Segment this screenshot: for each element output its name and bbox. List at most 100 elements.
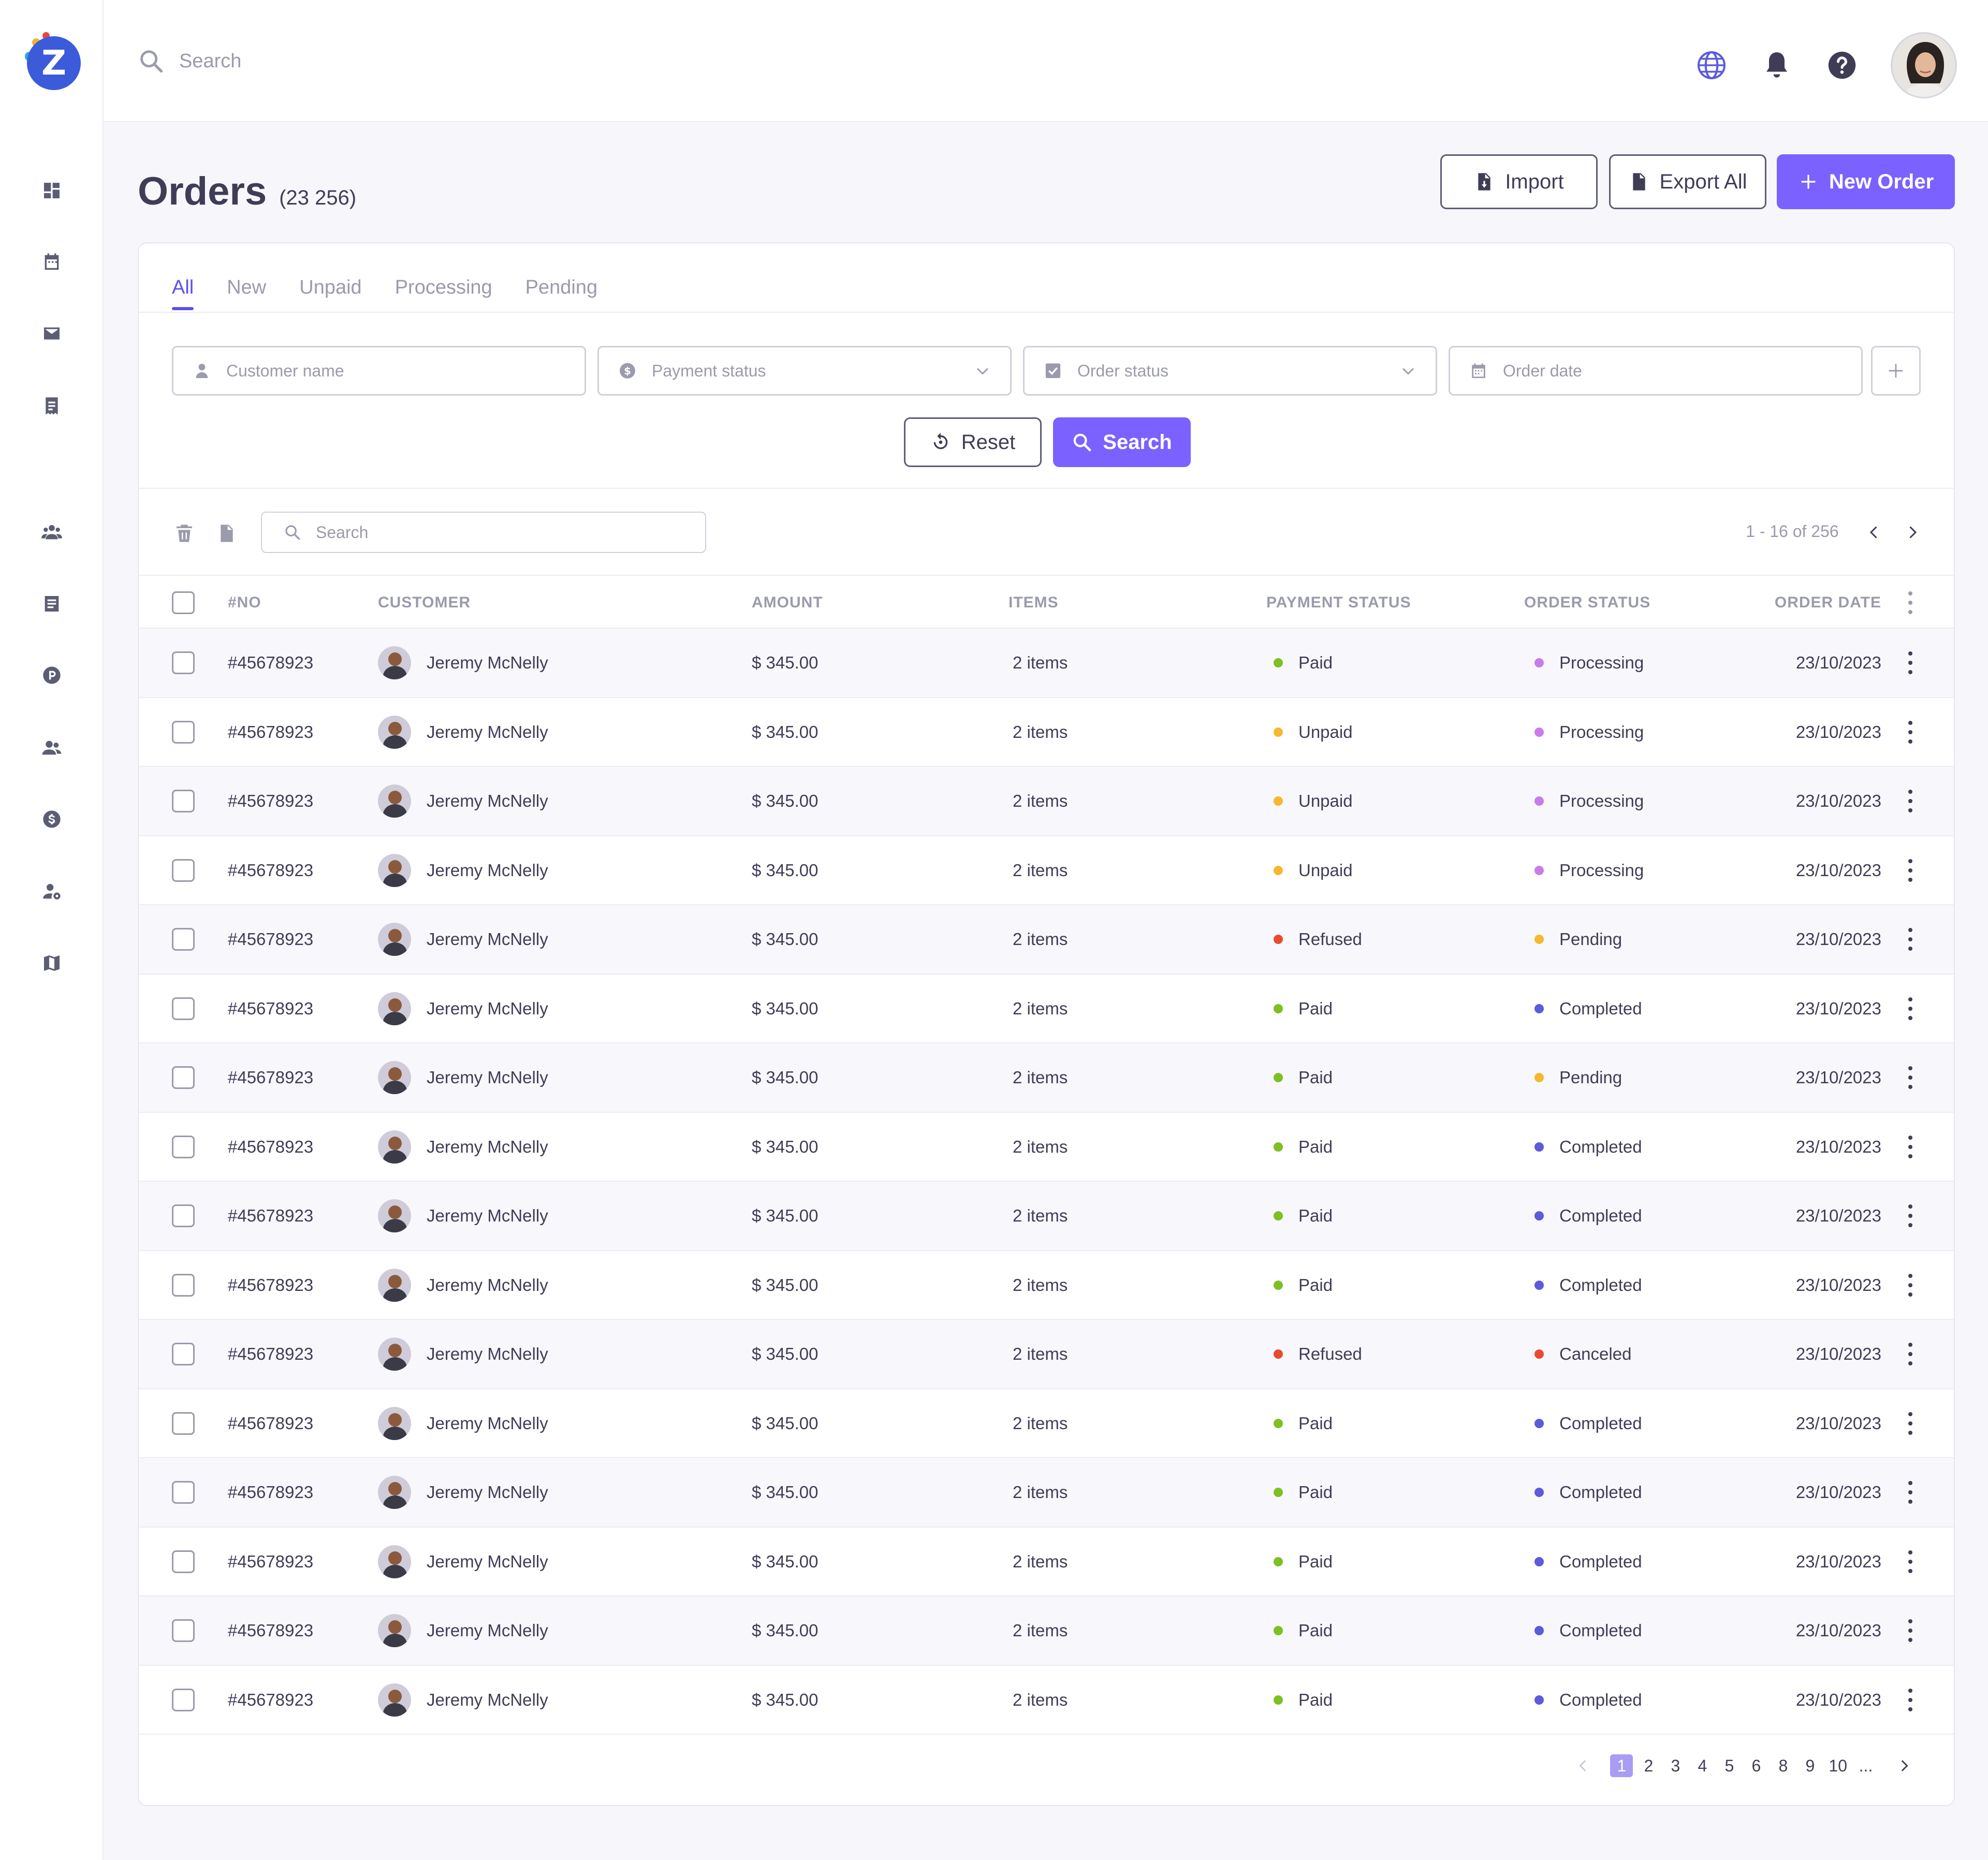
header-order-date[interactable]: ORDER DATE [1774,594,1881,611]
order-number[interactable]: #45678923 [228,1137,314,1156]
header-order-status[interactable]: ORDER STATUS [1524,594,1651,611]
order-number[interactable]: #45678923 [228,1483,314,1502]
next-page-button[interactable] [1900,520,1925,545]
row-checkbox[interactable] [172,928,195,951]
row-checkbox[interactable] [172,1273,195,1297]
row-checkbox[interactable] [172,651,195,674]
customer-name-field[interactable]: Customer name [172,346,586,396]
row-checkbox[interactable] [172,1412,195,1435]
row-checkbox[interactable] [172,1135,195,1158]
tab-new[interactable]: New [227,277,267,298]
order-status-select[interactable]: Order status [1023,346,1437,396]
row-menu-icon[interactable] [1907,1135,1913,1158]
row-menu-icon[interactable] [1907,1412,1913,1435]
page-number[interactable]: 1 [1610,1754,1633,1777]
table-row[interactable]: #45678923 Jeremy McNelly $ 345.00 2 items Un… [139,698,1954,767]
dashboard-icon[interactable] [35,174,68,207]
export-all-button[interactable]: Export All [1609,154,1766,209]
row-menu-icon[interactable] [1907,651,1913,674]
order-number[interactable]: #45678923 [228,1275,314,1295]
row-checkbox[interactable] [172,1481,195,1504]
order-number[interactable]: #45678923 [228,1344,314,1363]
prev-page-button[interactable] [1862,520,1887,545]
row-checkbox[interactable] [172,1204,195,1227]
table-row[interactable]: #45678923 Jeremy McNelly $ 345.00 2 items Un… [139,836,1954,905]
table-row[interactable]: #45678923 Jeremy McNelly $ 345.00 2 items Pa… [139,1527,1954,1596]
order-number[interactable]: #45678923 [228,1206,314,1225]
row-menu-icon[interactable] [1907,1204,1913,1227]
map-icon[interactable] [35,947,68,980]
header-amount[interactable]: AMOUNT [752,594,823,611]
new-order-button[interactable]: New Order [1777,154,1955,209]
table-row[interactable]: #45678923 Jeremy McNelly $ 345.00 2 items Pa… [139,1665,1954,1735]
tab-all[interactable]: All [172,277,194,310]
order-number[interactable]: #45678923 [228,791,314,810]
tab-unpaid[interactable]: Unpaid [299,277,362,298]
order-number[interactable]: #45678923 [228,1621,314,1640]
tab-processing[interactable]: Processing [394,277,492,298]
row-menu-icon[interactable] [1907,1688,1913,1711]
table-row[interactable]: #45678923 Jeremy McNelly $ 345.00 2 items Pa… [139,1043,1954,1113]
row-checkbox[interactable] [172,997,195,1020]
user-avatar[interactable] [1891,32,1957,98]
table-row[interactable]: #45678923 Jeremy McNelly $ 345.00 2 items Pa… [139,629,1954,698]
row-checkbox[interactable] [172,1688,195,1711]
row-checkbox[interactable] [172,1619,195,1642]
page-number[interactable]: 8 [1778,1756,1788,1775]
search-button[interactable]: Search [1053,417,1191,467]
row-checkbox[interactable] [172,790,195,812]
tab-pending[interactable]: Pending [525,277,598,298]
table-row[interactable]: #45678923 Jeremy McNelly $ 345.00 2 items Re… [139,1320,1954,1389]
mail-icon[interactable] [35,317,68,350]
table-row[interactable]: #45678923 Jeremy McNelly $ 345.00 2 items Pa… [139,1596,1954,1666]
user-settings-icon[interactable] [35,875,68,908]
parking-icon[interactable] [35,659,68,692]
team-icon[interactable] [35,516,68,549]
row-menu-icon[interactable] [1907,790,1913,812]
row-menu-icon[interactable] [1907,1619,1913,1642]
table-row[interactable]: #45678923 Jeremy McNelly $ 345.00 2 items Un… [139,767,1954,836]
file-export-icon[interactable] [214,521,239,546]
page-number[interactable]: ... [1859,1756,1873,1775]
add-filter-button[interactable] [1871,346,1921,396]
row-menu-icon[interactable] [1907,1481,1913,1504]
table-row[interactable]: #45678923 Jeremy McNelly $ 345.00 2 items Re… [139,905,1954,975]
row-checkbox[interactable] [172,1343,195,1365]
order-number[interactable]: #45678923 [228,1551,314,1571]
table-row[interactable]: #45678923 Jeremy McNelly $ 345.00 2 items Pa… [139,1389,1954,1458]
import-button[interactable]: Import [1440,154,1598,209]
page-number[interactable]: 2 [1644,1756,1654,1775]
row-checkbox[interactable] [172,859,195,882]
pagination-prev-button[interactable] [1572,1754,1595,1777]
order-number[interactable]: #45678923 [228,1413,314,1433]
header-items[interactable]: ITEMS [1008,594,1059,611]
page-number[interactable]: 5 [1724,1756,1734,1775]
payment-status-select[interactable]: $ Payment status [597,346,1012,396]
table-row[interactable]: #45678923 Jeremy McNelly $ 345.00 2 items Pa… [139,1251,1954,1320]
invoice-icon[interactable] [35,389,68,423]
app-logo[interactable]: Z [22,31,82,93]
globe-icon[interactable] [1695,49,1728,82]
order-number[interactable]: #45678923 [228,722,314,742]
order-number[interactable]: #45678923 [228,860,314,880]
row-menu-icon[interactable] [1907,1550,1913,1573]
order-number[interactable]: #45678923 [228,1690,314,1709]
bell-icon[interactable] [1760,49,1793,82]
global-search[interactable]: Search [138,48,241,75]
page-number[interactable]: 6 [1751,1756,1761,1775]
reset-button[interactable]: Reset [904,417,1042,467]
page-number[interactable]: 3 [1671,1756,1680,1775]
table-row[interactable]: #45678923 Jeremy McNelly $ 345.00 2 items Pa… [139,1182,1954,1251]
row-checkbox[interactable] [172,1550,195,1573]
page-number[interactable]: 9 [1805,1756,1815,1775]
row-menu-icon[interactable] [1907,1343,1913,1365]
help-icon[interactable] [1825,49,1859,82]
order-number[interactable]: #45678923 [228,653,314,672]
page-number[interactable]: 10 [1829,1756,1847,1775]
document-icon[interactable] [35,587,68,620]
trash-icon[interactable] [172,521,197,546]
table-row[interactable]: #45678923 Jeremy McNelly $ 345.00 2 items Pa… [139,1112,1954,1182]
row-menu-icon[interactable] [1907,1273,1913,1297]
header-no[interactable]: #NO [228,594,261,611]
row-menu-icon[interactable] [1907,928,1913,951]
